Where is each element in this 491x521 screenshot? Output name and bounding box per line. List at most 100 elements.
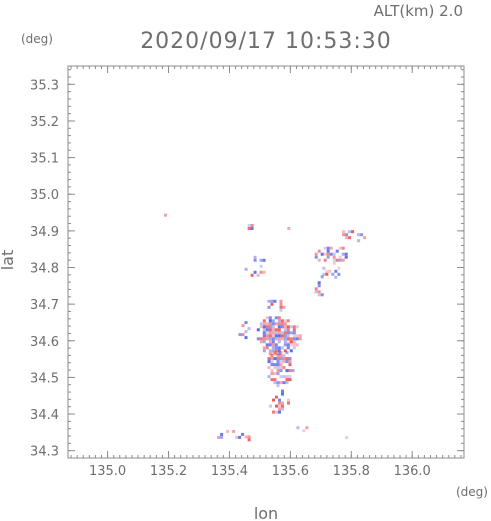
- echo-cell: [274, 337, 278, 341]
- echo-cell: [360, 233, 364, 237]
- echo-cell: [244, 336, 248, 340]
- echo-cell: [274, 343, 278, 347]
- echo-cell: [286, 343, 290, 347]
- echo-cell: [292, 337, 296, 341]
- echo-cell: [273, 299, 277, 303]
- echo-cell: [332, 261, 336, 265]
- y-tick-label: 34.3: [30, 445, 59, 460]
- x-tick-label: 135.2: [150, 464, 187, 479]
- echo-cell: [338, 246, 342, 250]
- echo-cell: [279, 351, 283, 355]
- echo-cell: [268, 340, 272, 344]
- x-tick-label: 135.8: [333, 464, 370, 479]
- echo-cell: [342, 230, 346, 234]
- echo-cell: [271, 343, 275, 347]
- echo-cell: [282, 305, 286, 309]
- echo-cell: [279, 305, 283, 309]
- echo-cell: [335, 249, 339, 253]
- y-tick-label: 34.9: [30, 225, 59, 240]
- echo-cell: [271, 319, 275, 323]
- echo-cell: [291, 369, 295, 373]
- echo-cell: [286, 319, 290, 323]
- echo-cell: [317, 281, 321, 285]
- y-tick-label: 35.0: [30, 188, 59, 203]
- echo-cell: [320, 293, 324, 297]
- echo-cell: [341, 258, 345, 262]
- echo-cell: [268, 352, 272, 356]
- echo-cell: [287, 401, 290, 405]
- echo-cell: [268, 322, 272, 326]
- echo-cell: [267, 305, 271, 309]
- echo-cell: [277, 337, 281, 341]
- echo-cell: [235, 435, 239, 439]
- echo-cell: [262, 349, 266, 353]
- echo-cell: [322, 272, 326, 276]
- echo-cell: [279, 375, 283, 379]
- echo-cell: [314, 252, 318, 256]
- echo-cell: [279, 369, 283, 373]
- echo-cell: [357, 239, 361, 243]
- echo-cell: [259, 340, 263, 344]
- echo-cell: [273, 366, 277, 370]
- echo-cell: [283, 337, 287, 341]
- echo-cell: [320, 252, 324, 256]
- echo-cell: [281, 407, 284, 411]
- echo-cell: [332, 252, 336, 256]
- echo-cell: [326, 252, 330, 256]
- echo-cell: [250, 273, 254, 277]
- echo-cell: [268, 334, 272, 338]
- echo-cell: [265, 337, 269, 341]
- echo-cell: [247, 224, 251, 227]
- y-unit-label: (deg): [21, 32, 53, 46]
- echo-cell: [341, 246, 345, 250]
- echo-cell: [292, 325, 296, 329]
- echo-cell: [280, 346, 284, 350]
- echo-cell: [317, 290, 321, 294]
- echo-cell: [287, 227, 291, 230]
- echo-cell: [276, 363, 280, 367]
- x-unit-label: (deg): [456, 485, 488, 499]
- echo-cell: [268, 325, 272, 329]
- echo-cell: [265, 328, 269, 332]
- echo-cell: [289, 349, 293, 353]
- x-axis-title: lon: [254, 504, 278, 521]
- echo-cell: [277, 346, 281, 350]
- echo-cell: [317, 249, 321, 253]
- echo-cell: [285, 357, 289, 361]
- echo-cell: [289, 325, 293, 329]
- x-tick-label: 135.0: [89, 464, 126, 479]
- echo-cell: [279, 363, 283, 367]
- echo-cell: [259, 325, 263, 329]
- y-tick-label: 34.5: [30, 371, 59, 386]
- echo-cell: [241, 333, 245, 337]
- echo-cell: [317, 284, 321, 288]
- echo-cell: [270, 372, 274, 376]
- chart-title: 2020/09/17 10:53:30: [140, 29, 392, 54]
- y-tick-label: 35.1: [30, 152, 59, 167]
- echo-cell: [277, 334, 281, 338]
- echo-cell: [262, 270, 266, 274]
- echo-cell: [277, 328, 281, 332]
- echo-cell: [279, 308, 283, 312]
- echo-cell: [271, 346, 275, 350]
- echo-cell: [285, 360, 289, 364]
- echo-cell: [289, 340, 293, 344]
- echo-cell: [265, 331, 269, 335]
- echo-cell: [220, 432, 224, 436]
- echo-cell: [279, 381, 283, 385]
- echo-cell: [276, 360, 280, 364]
- echo-cell: [253, 270, 257, 274]
- echo-cell: [270, 360, 274, 364]
- echo-cell: [271, 337, 275, 341]
- echo-cell: [279, 357, 283, 361]
- echo-cell: [271, 334, 275, 338]
- echo-cell: [283, 331, 287, 335]
- echo-cell: [279, 302, 283, 306]
- echo-cell: [331, 272, 335, 276]
- echo-cell: [267, 299, 271, 303]
- echo-cell: [363, 236, 367, 240]
- echo-cell: [265, 334, 269, 338]
- echo-cell: [285, 381, 289, 385]
- echo-cell: [278, 407, 281, 411]
- echo-cell: [334, 269, 338, 273]
